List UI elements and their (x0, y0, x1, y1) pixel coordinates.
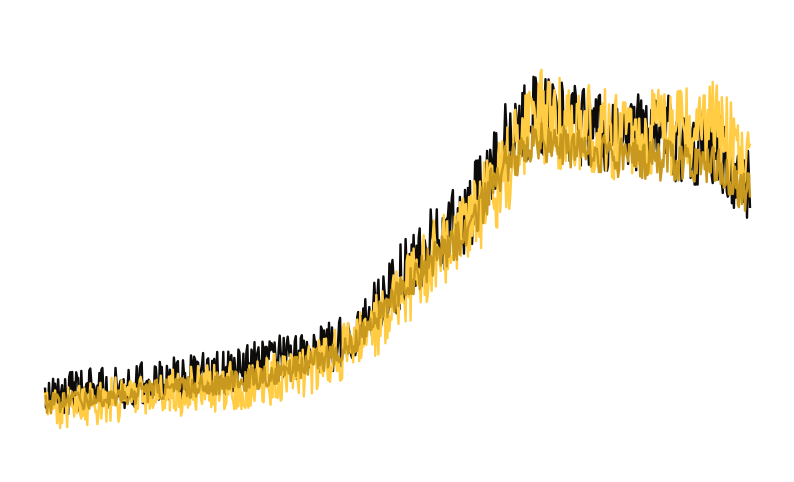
series-line-3 (44, 122, 752, 415)
series-line-2 (43, 68, 752, 430)
plot-area (43, 68, 752, 430)
